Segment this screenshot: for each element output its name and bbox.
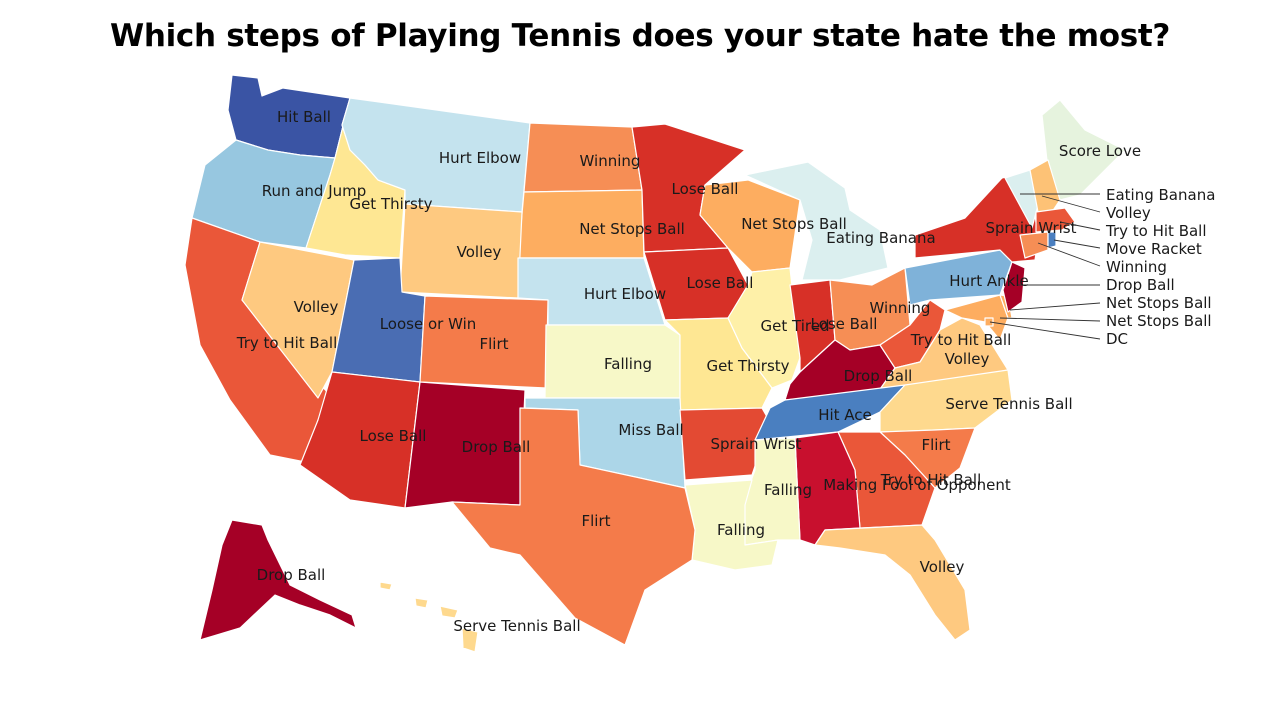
label-wi: Net Stops Ball <box>741 215 847 233</box>
state-wi[interactable] <box>699 179 801 273</box>
state-dc[interactable] <box>984 317 994 327</box>
state-nj[interactable] <box>1002 261 1026 313</box>
label-ga: Try to Hit Ball <box>880 471 982 489</box>
map-title: Which steps of Playing Tennis does your … <box>109 18 1171 54</box>
callout-label-nh: Volley <box>1106 204 1151 222</box>
label-wy: Volley <box>457 243 502 261</box>
callout-label-md: Net Stops Ball <box>1106 312 1212 330</box>
label-ut: Loose or Win <box>380 315 477 333</box>
labels-layer: Hit Ball Run and Jump Get Thirsty Hurt E… <box>236 108 1216 635</box>
label-wa: Hit Ball <box>277 108 331 126</box>
label-ne: Hurt Elbow <box>584 285 666 303</box>
label-tx: Flirt <box>581 512 610 530</box>
label-ca: Try to Hit Ball <box>236 334 338 352</box>
label-ar: Sprain Wrist <box>710 435 801 453</box>
callout-label-de: Net Stops Ball <box>1106 294 1212 312</box>
state-ak[interactable] <box>199 519 357 641</box>
label-mt: Hurt Elbow <box>439 149 521 167</box>
label-ny: Sprain Wrist <box>985 219 1076 237</box>
label-il: Get Tired <box>761 317 830 335</box>
label-mi: Eating Banana <box>826 229 935 247</box>
label-ok: Miss Ball <box>618 421 683 439</box>
callout-label-vt: Eating Banana <box>1106 186 1215 204</box>
state-fl[interactable] <box>814 524 971 641</box>
label-ia: Lose Ball <box>687 274 754 292</box>
state-nv[interactable] <box>241 241 355 399</box>
label-al: Making Fool of Opponent <box>823 476 1011 494</box>
label-nv: Volley <box>294 298 339 316</box>
callout-label-dc: DC <box>1106 330 1128 348</box>
label-pa: Hurt Ankle <box>949 272 1028 290</box>
state-ma[interactable] <box>1035 207 1076 233</box>
states-layer <box>184 74 1126 653</box>
label-sd: Net Stops Ball <box>579 220 685 238</box>
label-nd: Winning <box>580 152 641 170</box>
label-ak: Drop Ball <box>257 566 326 584</box>
label-sc: Flirt <box>921 436 950 454</box>
label-id: Get Thirsty <box>349 195 432 213</box>
label-nc: Serve Tennis Ball <box>945 395 1072 413</box>
label-me: Score Love <box>1059 142 1141 160</box>
label-ms: Falling <box>764 481 812 499</box>
state-ri[interactable] <box>1047 231 1057 249</box>
label-tn: Hit Ace <box>818 406 872 424</box>
state-hi[interactable] <box>379 581 479 653</box>
label-co: Flirt <box>479 335 508 353</box>
callout-label-nj: Drop Ball <box>1106 276 1175 294</box>
state-ct[interactable] <box>1019 231 1049 259</box>
label-nm: Drop Ball <box>462 438 531 456</box>
state-tx[interactable] <box>451 407 696 646</box>
callout-label-ct: Winning <box>1106 258 1167 276</box>
label-mo: Get Thirsty <box>706 357 789 375</box>
callout-label-ma: Try to Hit Ball <box>1105 222 1207 240</box>
callout-lines <box>989 193 1101 340</box>
callout-label-ri: Move Racket <box>1106 240 1202 258</box>
label-fl: Volley <box>920 558 965 576</box>
label-ks: Falling <box>604 355 652 373</box>
label-or: Run and Jump <box>262 182 367 200</box>
state-mi[interactable] <box>744 161 889 281</box>
label-oh: Winning <box>870 299 931 317</box>
label-in: Lose Ball <box>811 315 878 333</box>
label-wv: Try to Hit Ball <box>910 331 1012 349</box>
label-mn: Lose Ball <box>672 180 739 198</box>
label-la: Falling <box>717 521 765 539</box>
label-va: Volley <box>945 350 990 368</box>
label-ky: Drop Ball <box>844 367 913 385</box>
label-az: Lose Ball <box>360 427 427 445</box>
label-hi: Serve Tennis Ball <box>453 617 580 635</box>
